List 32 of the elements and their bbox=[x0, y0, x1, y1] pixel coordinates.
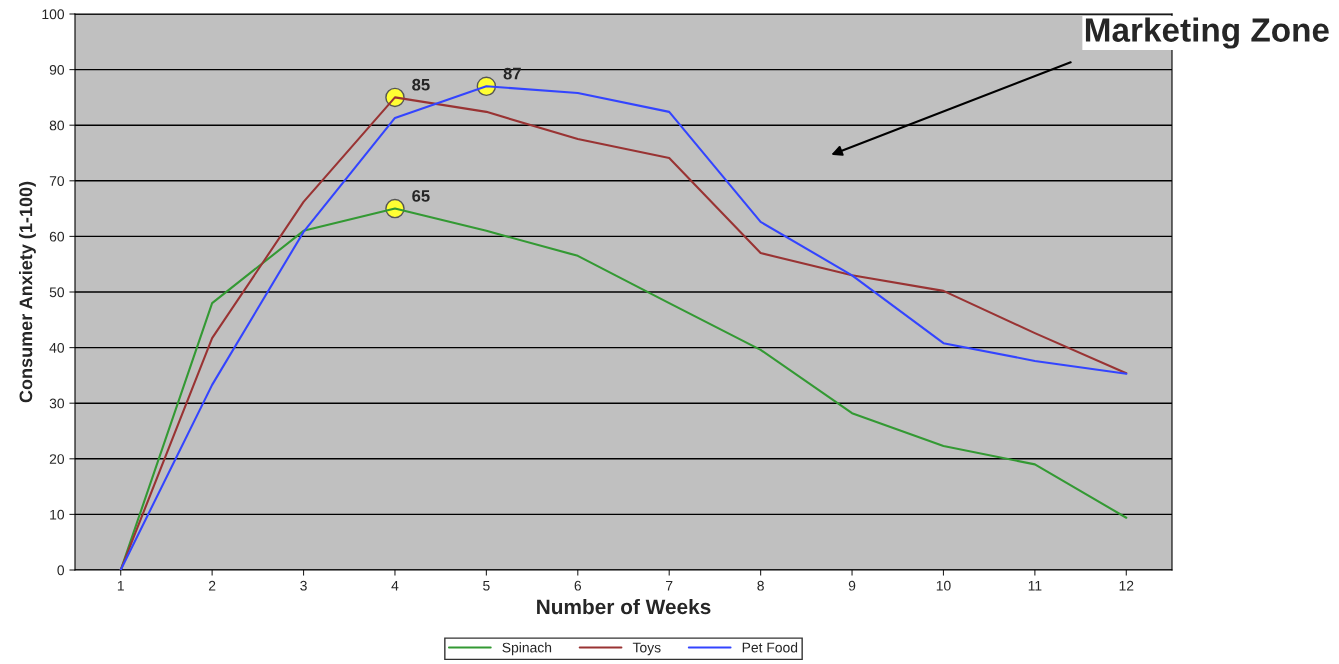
annotation: 65 bbox=[412, 190, 430, 202]
annotation: Marketing Zone bbox=[1085, 17, 1329, 49]
x-tick-label: 9 bbox=[848, 580, 856, 591]
x-tick-label: 6 bbox=[574, 580, 582, 591]
x-tick-label: 8 bbox=[757, 580, 764, 591]
y-tick-label: 30 bbox=[49, 398, 65, 409]
annotation: 87 bbox=[503, 67, 521, 80]
x-tick-label: 12 bbox=[1119, 580, 1134, 591]
y-axis-title: Consumer Anxiety (1-100) bbox=[19, 181, 36, 403]
y-tick-label: 70 bbox=[49, 176, 65, 186]
y-tick-label: 100 bbox=[42, 9, 65, 20]
x-tick-label: 10 bbox=[936, 580, 951, 591]
x-axis-title: Number of Weeks bbox=[537, 598, 711, 615]
x-tick-label: 2 bbox=[208, 580, 216, 591]
x-tick-label: 4 bbox=[391, 580, 399, 591]
x-tick-label: 7 bbox=[666, 580, 673, 591]
y-tick-label: 20 bbox=[49, 454, 65, 464]
legend-label: Pet Food bbox=[742, 642, 798, 653]
x-tick-label: 1 bbox=[117, 580, 124, 591]
y-tick-label: 40 bbox=[49, 342, 65, 353]
annotation: 85 bbox=[412, 78, 430, 91]
y-tick-label: 80 bbox=[49, 120, 65, 131]
y-tick-label: 60 bbox=[49, 231, 65, 242]
y-tick-label: 90 bbox=[49, 64, 65, 75]
legend-label: Spinach bbox=[502, 642, 552, 656]
x-tick-label: 11 bbox=[1028, 580, 1042, 591]
legend-label: Toys bbox=[632, 642, 661, 656]
x-tick-label: 3 bbox=[300, 580, 307, 591]
y-tick-label: 50 bbox=[49, 287, 65, 298]
y-tick-label: 0 bbox=[57, 565, 65, 576]
y-tick-label: 10 bbox=[50, 509, 65, 520]
x-tick-label: 5 bbox=[483, 580, 490, 591]
